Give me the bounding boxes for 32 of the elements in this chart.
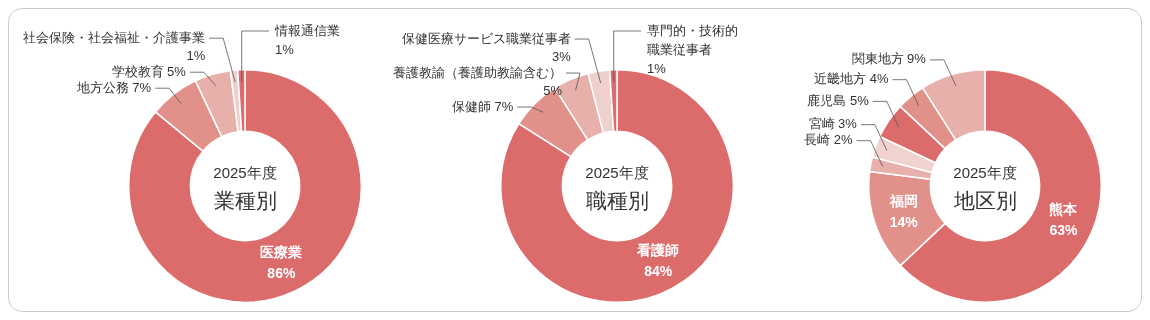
data-label: 84%: [644, 262, 673, 279]
data-label: 1%: [647, 60, 667, 76]
text: 2025年度: [213, 164, 277, 182]
data-label: 3%: [551, 48, 572, 64]
data-label: 1%: [186, 47, 206, 63]
slice-label: 社会保険・社会福祉・介護事業: [23, 29, 206, 45]
slice-label: 保健師 7%: [451, 98, 514, 114]
slice-label: 保健医療サービス職業従事者: [401, 30, 571, 46]
slice-label: 学校教育 5%: [111, 63, 187, 79]
slice-label: 近畿地方 4%: [814, 71, 889, 87]
text: 業種別: [213, 188, 277, 212]
slice-label: 情報通信業: [274, 22, 340, 38]
slice-label: 関東地方 9%: [851, 51, 927, 67]
slice-label: 長崎 2%: [804, 132, 854, 148]
text: 2025年度: [585, 164, 649, 182]
data-label: 5%: [543, 82, 563, 98]
text: 職種別: [585, 188, 649, 212]
text: 地区別: [952, 188, 1017, 212]
data-label: 86%: [267, 265, 296, 282]
slice-label: 熊本: [1049, 200, 1079, 217]
data-label: 63%: [1049, 221, 1078, 238]
slice-label: 鹿児島 5%: [807, 92, 870, 108]
slice-label: 看護師: [636, 241, 680, 258]
slice-label: 医療業: [260, 244, 303, 261]
text: 2025年度: [953, 164, 1017, 182]
data-label: 14%: [889, 214, 919, 231]
slice-label: 地方公務 7%: [75, 79, 152, 95]
slice-label: 専門的・技術的職業従事者: [647, 22, 738, 57]
slice-label: 養護教諭（養護助教諭含む）: [393, 64, 562, 80]
data-label: 1%: [275, 41, 295, 57]
slice-label: 宮崎 3%: [808, 116, 858, 132]
slice-label: 福岡: [888, 193, 918, 210]
